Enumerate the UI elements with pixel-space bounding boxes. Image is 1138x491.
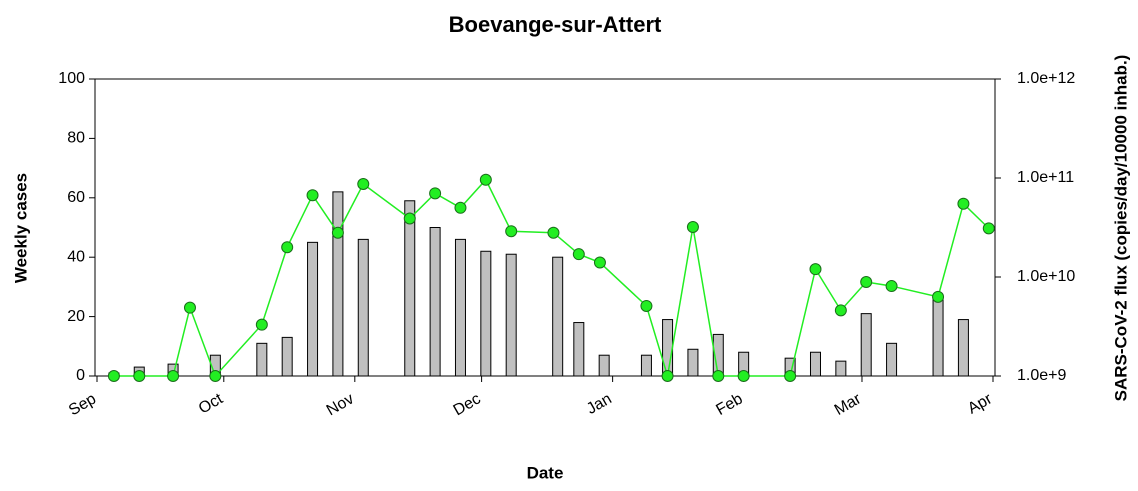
- line-point: [209, 370, 222, 382]
- x-tick-label: Mar: [832, 390, 865, 419]
- y-tick-label: 80: [67, 130, 85, 147]
- bar: [552, 256, 564, 377]
- line-point: [505, 225, 518, 238]
- line-point: [454, 201, 467, 214]
- bar: [640, 354, 652, 377]
- bar: [809, 351, 821, 377]
- y-tick-label: 0: [76, 367, 85, 384]
- bar: [932, 298, 944, 377]
- line-point: [306, 189, 319, 202]
- line-point: [686, 220, 699, 233]
- line-point: [331, 226, 344, 239]
- x-tick-label: Sep: [66, 390, 99, 419]
- line-point: [784, 370, 797, 382]
- y2-tick-label: 1.0e+9: [1017, 367, 1066, 384]
- line-point: [885, 280, 898, 293]
- bar: [687, 348, 699, 377]
- bar: [404, 200, 416, 377]
- line-point: [167, 370, 180, 382]
- line-point: [281, 241, 294, 254]
- line-point: [357, 177, 370, 190]
- x-axis-title: Date: [527, 463, 564, 482]
- y-tick-label: 100: [58, 70, 85, 87]
- x-tick-label: Jan: [584, 390, 615, 418]
- bar: [835, 360, 847, 377]
- chart-title: Boevange-sur-Attert: [449, 12, 662, 37]
- x-tick-label: Oct: [196, 390, 227, 417]
- bar: [332, 191, 344, 377]
- y-tick-label: 20: [67, 308, 85, 325]
- line-point: [860, 276, 873, 289]
- line-point: [429, 187, 442, 200]
- bar: [281, 336, 293, 377]
- y2-tick-label: 1.0e+12: [1017, 70, 1075, 87]
- line-point: [572, 248, 585, 261]
- line-point: [661, 370, 674, 382]
- y2-axis-title: SARS-CoV-2 flux (copies/day/10000 inhab.…: [1111, 55, 1130, 402]
- line-point: [712, 370, 725, 382]
- bar: [662, 319, 674, 377]
- y-axis-title: Weekly cases: [11, 173, 30, 283]
- line-point: [547, 226, 560, 239]
- y2-tick-label: 1.0e+11: [1017, 169, 1074, 186]
- bar: [860, 313, 872, 377]
- bar: [957, 319, 969, 377]
- bar: [256, 342, 268, 377]
- bar: [505, 253, 517, 377]
- x-tick-label: Apr: [965, 390, 996, 418]
- y-tick-label: 60: [67, 189, 85, 206]
- line-point: [133, 370, 146, 382]
- line-point: [737, 370, 750, 382]
- line-point: [593, 256, 606, 269]
- bar: [307, 241, 319, 377]
- line-point: [957, 197, 970, 210]
- bar: [429, 227, 441, 377]
- bar: [886, 342, 898, 377]
- x-tick-label: Nov: [324, 390, 357, 419]
- line: [113, 178, 990, 378]
- bar: [454, 238, 466, 377]
- line-point: [834, 304, 847, 317]
- line-point: [640, 299, 653, 312]
- line-point: [809, 263, 822, 276]
- x-tick-label: Feb: [713, 390, 745, 419]
- bar: [480, 250, 492, 377]
- bar: [357, 238, 369, 377]
- bar: [598, 354, 610, 377]
- line-point: [403, 212, 416, 225]
- line-point: [183, 301, 196, 314]
- line-point: [932, 290, 945, 303]
- plot-frame: [94, 78, 996, 377]
- x-tick-label: Dec: [451, 390, 484, 419]
- line-point: [255, 318, 268, 331]
- y2-tick-label: 1.0e+10: [1017, 268, 1075, 285]
- line-point: [479, 173, 492, 186]
- bar: [573, 322, 585, 377]
- y-tick-label: 40: [67, 248, 85, 265]
- line-point: [982, 222, 995, 235]
- line-point: [107, 370, 120, 382]
